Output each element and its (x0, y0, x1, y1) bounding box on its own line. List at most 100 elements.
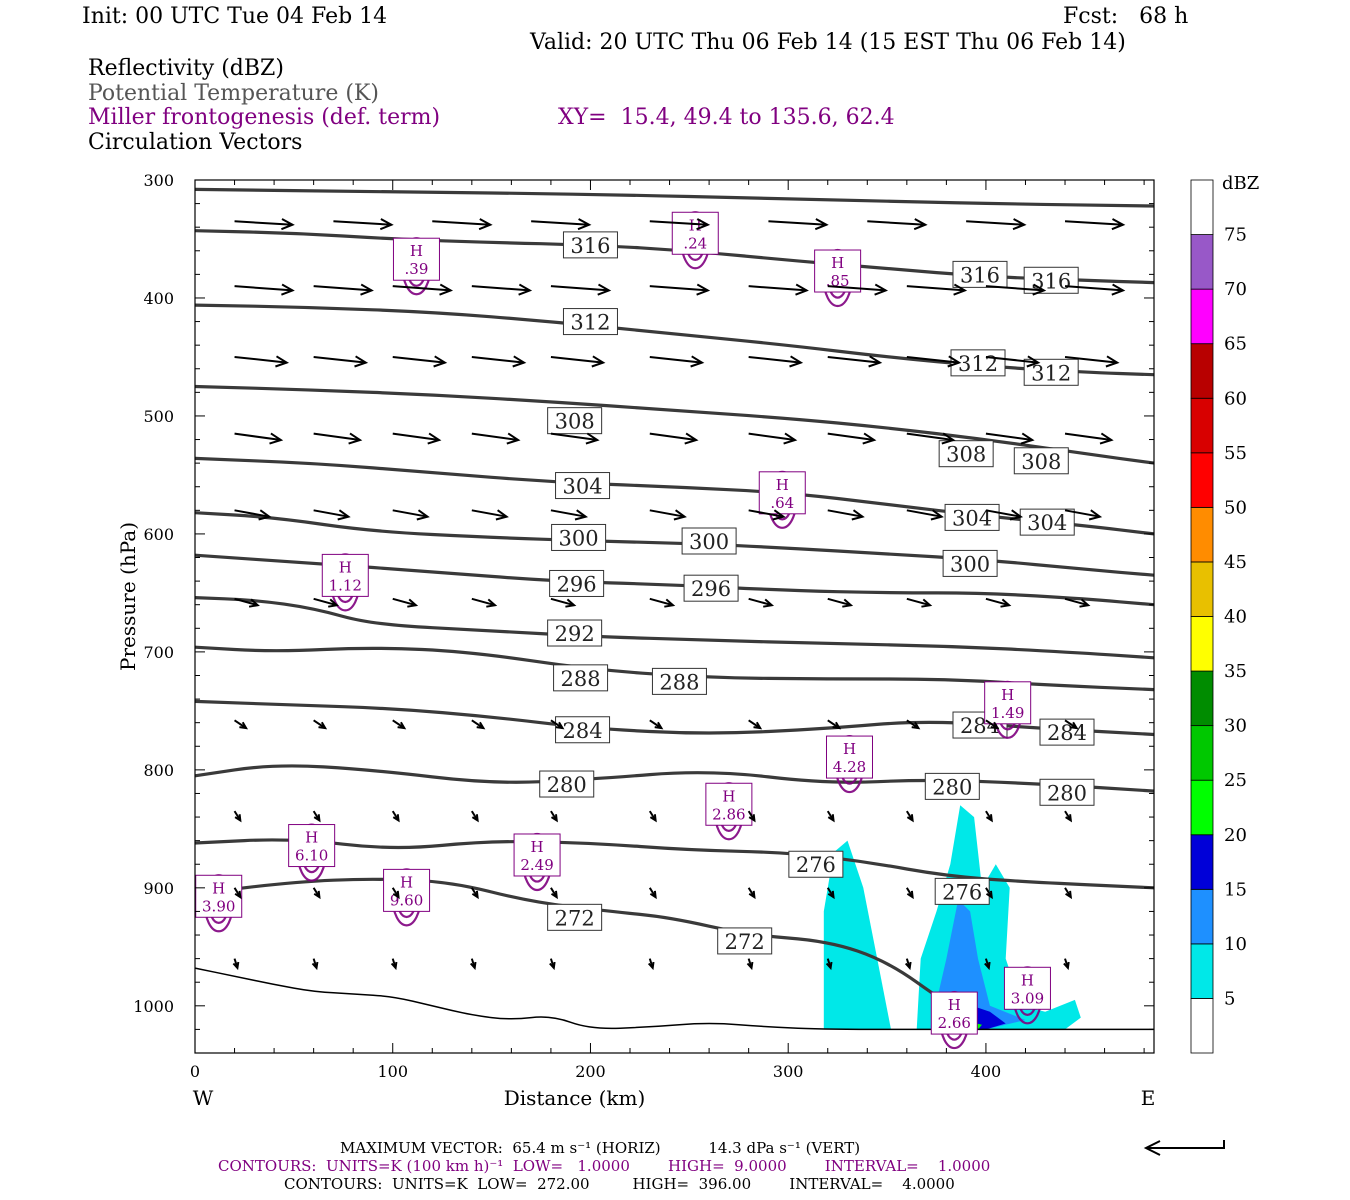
circulation-vector-head (1069, 721, 1079, 730)
circulation-vector-head (313, 814, 321, 823)
frontogenesis-max-value: .39 (405, 260, 429, 278)
terrain-layer (194, 967, 1154, 1031)
circulation-vector (313, 355, 366, 364)
circulation-vector-head (930, 509, 944, 521)
circulation-vector (748, 432, 796, 441)
theta-label: 304 (563, 475, 603, 499)
circulation-vector-head (684, 432, 699, 445)
circulation-vector (550, 509, 586, 518)
circulation-vector-head (313, 890, 321, 900)
circulation-vector (432, 220, 491, 226)
circulation-vector-head (696, 218, 711, 231)
theta-contour-288 (194, 645, 1155, 692)
y-tick-label: 300 (143, 171, 174, 190)
circulation-vector (392, 597, 417, 607)
frontogenesis-max-box (705, 782, 753, 826)
legend-level-label: 5 (1224, 988, 1235, 1009)
circulation-vector (649, 597, 674, 607)
theta-label: 280 (932, 775, 972, 799)
circulation-vector-head (1063, 961, 1070, 971)
circulation-vector-head (985, 890, 993, 900)
circulation-vector-head (825, 961, 833, 971)
footer-theta-contours: CONTOURS: UNITS=K LOW= 272.00 HIGH= 396.… (284, 1175, 955, 1193)
circulation-vector-head (476, 721, 486, 730)
theta-label-box (539, 770, 595, 798)
circulation-vector (906, 285, 965, 292)
legend-level-label: 65 (1224, 334, 1247, 355)
circulation-vector-head (746, 961, 754, 971)
theta-label: 312 (1031, 361, 1071, 385)
circulation-vector (867, 220, 926, 226)
circulation-vector-head (953, 283, 968, 296)
legend-level-label: 55 (1224, 443, 1247, 464)
frontogenesis-max-value: 2.66 (938, 1014, 971, 1032)
frontogenesis-max-box (1003, 966, 1051, 1010)
circulation-vector-head (985, 814, 993, 823)
frontogenesis-max-value: 3.09 (1011, 989, 1044, 1007)
frontogenesis-max-value: 2.86 (712, 805, 745, 823)
circulation-vector-head (348, 432, 363, 445)
frontogenesis-max-label: H (339, 558, 352, 576)
circulation-vector (985, 597, 1010, 607)
theta-contour-272 (194, 877, 977, 1020)
theta-label: 300 (689, 530, 729, 554)
circulation-vector-head (585, 432, 600, 445)
legend-swatch (1190, 616, 1214, 672)
theta-contour-320 (194, 187, 1155, 208)
reflectivity-region (823, 840, 891, 1030)
circulation-vector-head (269, 432, 284, 445)
circulation-vector-head (783, 432, 798, 445)
frontogenesis-max-label: H (948, 996, 961, 1014)
circulation-vector-head (550, 890, 558, 900)
valid-time: Valid: 20 UTC Thu 06 Feb 14 (15 EST Thu … (530, 30, 1126, 55)
frontogenesis-max-box (930, 991, 978, 1035)
circulation-vector-head (772, 509, 786, 521)
circulation-vector (985, 355, 1039, 364)
circulation-vector (471, 355, 525, 364)
circulation-vector-head (469, 961, 477, 971)
theta-label: 272 (555, 906, 595, 930)
y-tick-label: 800 (143, 761, 174, 780)
circulation-vector-head (354, 355, 369, 368)
circulation-vector (1064, 355, 1118, 364)
theta-label-box (952, 260, 1008, 288)
legend-level-label: 30 (1224, 716, 1247, 737)
circulation-vector-head (763, 598, 775, 608)
circulation-vector-head (248, 598, 260, 608)
circulation-vector-head (416, 509, 430, 521)
circulation-vector (748, 597, 773, 607)
init-time: Init: 00 UTC Tue 04 Feb 14 (82, 4, 388, 29)
terrain-line (194, 967, 1154, 1031)
frontogenesis-max-label: H (212, 879, 225, 897)
circulation-vector-head (649, 814, 657, 823)
legend-unit: dBZ (1222, 173, 1259, 194)
circulation-vector-head (941, 432, 956, 445)
frontogenesis-max-label: H (410, 242, 423, 260)
field-reflectivity: Reflectivity (dBZ) (88, 56, 284, 81)
circulation-vector-head (565, 598, 577, 608)
legend-swatch (1190, 834, 1214, 890)
theta-label: 316 (570, 234, 610, 258)
circulation-vector-head (1020, 432, 1035, 445)
theta-label-box (562, 308, 618, 336)
forecast-hour: Fcst: 68 h (1063, 4, 1189, 29)
theta-label-box (547, 407, 603, 435)
circulation-vector-head (311, 961, 319, 971)
y-tick-label: 600 (143, 525, 174, 544)
circulation-vector (827, 285, 886, 292)
circulation-vector-head (318, 721, 328, 730)
circulation-vector-head (495, 509, 509, 521)
theta-label: 284 (563, 719, 603, 743)
circulation-vector (1064, 220, 1124, 226)
theta-contour-284 (194, 699, 1155, 737)
circulation-vector-head (1111, 218, 1126, 231)
theta-label-box (1039, 718, 1095, 746)
theta-label-box (555, 472, 611, 500)
frontogenesis-layer: H.39H.24H.85H.64H1.12H1.49H4.28H2.86H6.1… (195, 211, 1051, 1050)
legend-level-label: 45 (1224, 552, 1247, 573)
theta-contour-304 (194, 456, 1155, 536)
footer-max-vector: MAXIMUM VECTOR: 65.4 m s⁻¹ (HORIZ) 14.3 … (340, 1139, 861, 1157)
y-tick-label: 1000 (133, 997, 174, 1016)
frontogenesis-max-value: 2.49 (520, 856, 553, 874)
circulation-vector (531, 220, 590, 226)
